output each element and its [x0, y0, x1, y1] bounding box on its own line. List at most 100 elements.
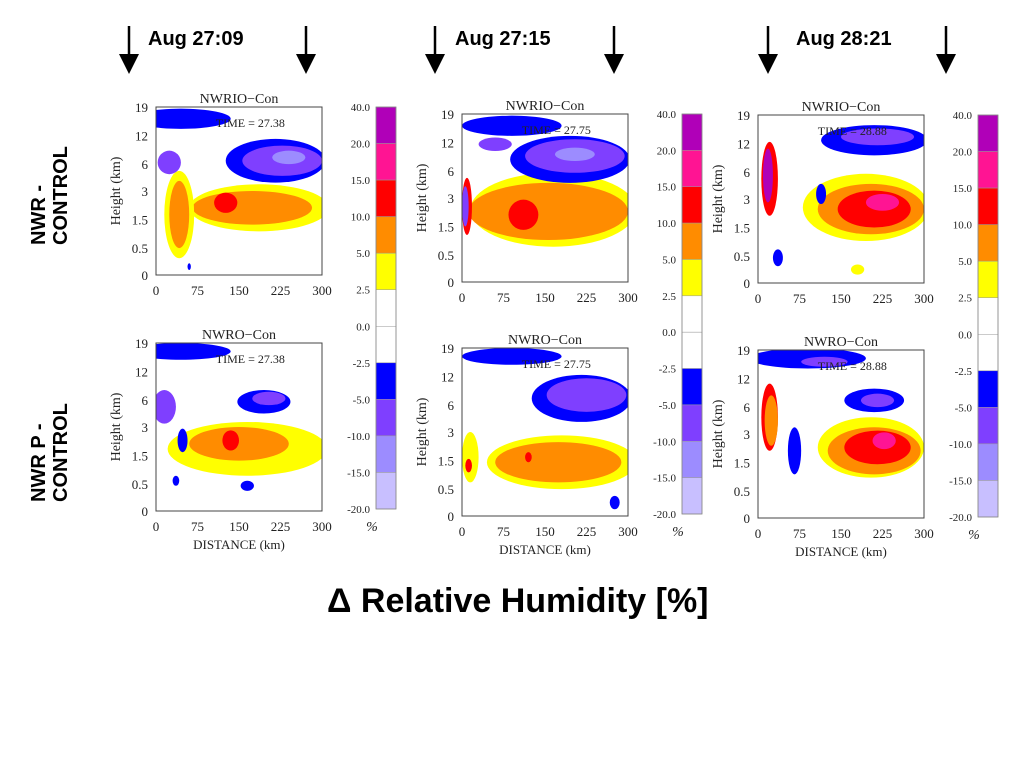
y-axis-label: Height (km) [415, 397, 430, 466]
x-tick-label: 150 [535, 290, 555, 305]
y-tick-label: 12 [737, 137, 750, 152]
plot-frame [461, 347, 629, 517]
x-tick-label: 0 [459, 524, 466, 539]
colorbar-swatch [977, 151, 999, 189]
x-tick-label: 300 [618, 290, 638, 305]
column-title-3: Aug 28:21 [796, 28, 892, 50]
humidity-figure: NWRIO−Con TIME = 27.38 0 0.5 1.5 3 6 12 19 0 75 150… [109, 92, 999, 559]
colorbar-tick-label: 0.0 [662, 327, 676, 339]
y-tick-label: 0 [448, 275, 455, 290]
y-tick-label: 6 [744, 165, 751, 180]
contour-blob [508, 199, 539, 230]
x-tick-label: 0 [153, 283, 160, 298]
colorbar-unit-label: % [968, 528, 980, 543]
y-axis-label: Height (km) [415, 163, 430, 232]
colorbar-tick-label: -5.0 [353, 394, 371, 406]
colorbar-swatch [681, 441, 703, 478]
contour-blob [546, 378, 627, 412]
colorbar-unit-label: % [366, 520, 378, 535]
colorbar-tick-label: 20.0 [657, 145, 677, 157]
colorbar-tick-label: 0.0 [958, 329, 972, 341]
colorbar-tick-label: -20.0 [653, 509, 676, 521]
y-tick-label: 1.5 [438, 220, 454, 235]
colorbar-swatch [681, 259, 703, 297]
y-tick-label: 0 [744, 276, 751, 291]
contour-blob [192, 191, 313, 225]
contour-blob [609, 495, 620, 510]
colorbar-tick-label: 40.0 [953, 110, 973, 122]
y-tick-label: 0.5 [132, 241, 148, 256]
contour-blob [465, 458, 472, 473]
contour-blob [816, 183, 827, 205]
colorbar-tick-label: -2.5 [955, 366, 973, 378]
colorbar-swatch [375, 399, 397, 437]
x-tick-label: 75 [191, 519, 204, 534]
contour-blob [169, 180, 190, 249]
x-tick-label: 300 [312, 519, 332, 534]
colorbar-swatch [977, 224, 999, 262]
x-tick-label: 225 [873, 291, 893, 306]
colorbar-tick-label: 40.0 [351, 102, 371, 114]
contour-blob [865, 193, 900, 211]
colorbar-swatch [375, 362, 397, 400]
contour-blob [478, 137, 512, 151]
contour-blob [841, 128, 915, 146]
y-tick-label: 1.5 [438, 454, 454, 469]
y-tick-label: 19 [737, 108, 750, 123]
y-tick-label: 3 [448, 191, 455, 206]
colorbar-tick-label: 2.5 [356, 285, 370, 297]
x-tick-label: 75 [497, 290, 510, 305]
colorbar-tick-label: 10.0 [953, 220, 973, 232]
contour-blob [172, 475, 180, 486]
column-title-2: Aug 27:15 [455, 28, 551, 50]
contour-blob [189, 427, 289, 461]
y-tick-label: 1.5 [734, 456, 750, 471]
y-axis-label: Height (km) [711, 164, 726, 233]
colorbar-tick-label: 20.0 [351, 139, 371, 151]
x-tick-label: 0 [755, 526, 762, 541]
contour-blob [462, 186, 469, 227]
colorbar-tick-label: -10.0 [653, 436, 676, 448]
contour-blob [222, 430, 239, 451]
y-tick-label: 12 [135, 129, 148, 144]
contour-blob [554, 147, 595, 162]
colorbar-swatch [375, 435, 397, 473]
column-title-1: Aug 27:09 [148, 28, 244, 50]
contour-blob [462, 348, 562, 365]
plot-frame [461, 113, 629, 283]
panel-title: NWRIO−Con [200, 92, 279, 107]
y-tick-label: 6 [448, 398, 455, 413]
colorbar-1: 40.0 20.0 15.0 10.0 5.0 2.5 0.0 -2.5 -5.0 -10.0 -1… [347, 102, 397, 535]
y-tick-label: 19 [135, 100, 148, 115]
colorbar-tick-label: -15.0 [347, 467, 370, 479]
plot-frame [757, 114, 925, 284]
contour-blob [762, 148, 773, 203]
x-tick-label: 300 [312, 283, 332, 298]
colorbar-tick-label: -15.0 [653, 473, 676, 485]
y-tick-label: 6 [142, 393, 149, 408]
x-tick-label: 75 [793, 291, 806, 306]
panel-time: TIME = 28.88 [818, 359, 887, 373]
y-axis-label: Height (km) [711, 399, 726, 468]
contour-blob [240, 480, 254, 491]
x-tick-label: 225 [271, 283, 291, 298]
colorbar-swatch [977, 480, 999, 518]
plot-frame [757, 349, 925, 519]
x-axis-label: DISTANCE (km) [499, 542, 591, 557]
panel-time: TIME = 27.75 [522, 123, 591, 137]
figure-title: Δ Relative Humidity [%] [327, 582, 709, 620]
colorbar-swatch [375, 252, 397, 290]
contour-field [156, 343, 322, 491]
contour-blob [787, 427, 802, 475]
x-tick-label: 225 [577, 290, 597, 305]
contour-blob [156, 343, 231, 360]
y-tick-label: 12 [135, 365, 148, 380]
colorbar-frame [681, 113, 703, 515]
colorbar-swatch [375, 143, 397, 181]
x-tick-label: 0 [153, 519, 160, 534]
contour-blob [462, 115, 562, 136]
y-tick-label: 0 [142, 504, 149, 519]
contour-blob [252, 391, 286, 406]
x-tick-label: 225 [271, 519, 291, 534]
heatmap-panel-1: NWRIO−Con TIME = 27.38 0 0.5 1.5 3 6 12 19 0 75 150… [109, 92, 332, 298]
